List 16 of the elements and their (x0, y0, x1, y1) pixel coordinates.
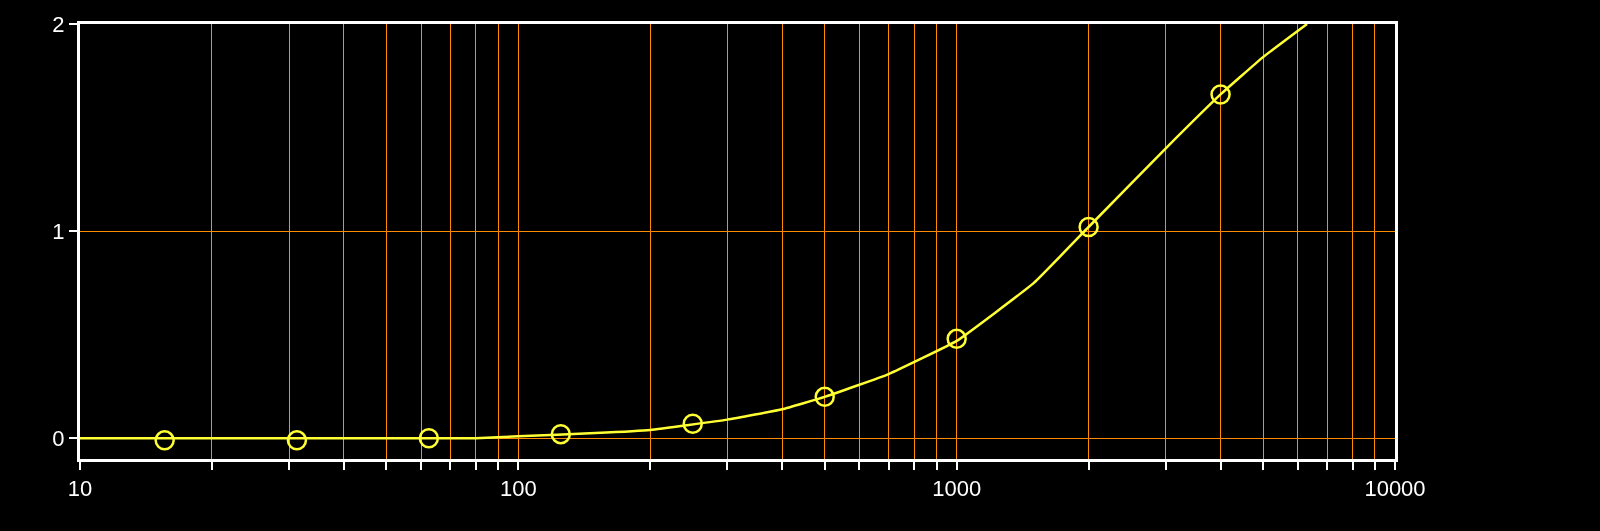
x-tick-label: 10000 (1364, 476, 1426, 502)
point (682, 413, 704, 435)
x-tick-label: 100 (499, 476, 537, 502)
point (946, 328, 967, 350)
y-tick-label: 0 (52, 425, 65, 451)
point (1078, 216, 1099, 238)
point (1210, 84, 1231, 105)
point (814, 386, 835, 408)
point (418, 428, 440, 449)
y-tick-label: 2 (52, 11, 65, 37)
point (286, 430, 308, 451)
x-tick-label: 10 (67, 476, 93, 502)
point (154, 430, 175, 451)
y-tick-label: 1 (52, 218, 65, 244)
point (550, 423, 572, 445)
x-tick-label: 1000 (932, 476, 982, 502)
